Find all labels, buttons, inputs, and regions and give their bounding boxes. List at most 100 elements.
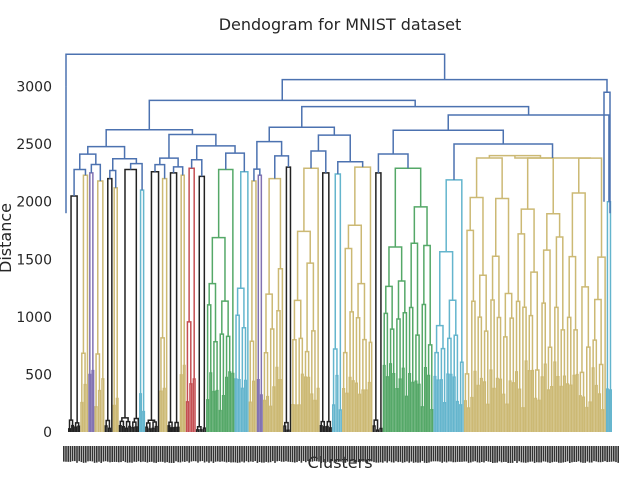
leaf-label bbox=[316, 446, 318, 462]
cluster-link bbox=[293, 299, 302, 340]
cluster-link bbox=[148, 428, 152, 432]
leaf-label bbox=[368, 446, 371, 462]
leaf-label bbox=[505, 446, 507, 462]
leaf-label bbox=[569, 446, 571, 463]
cluster-link bbox=[128, 425, 132, 432]
cluster-link bbox=[355, 316, 361, 395]
cluster-link bbox=[331, 404, 336, 432]
cluster-link bbox=[578, 395, 582, 432]
leaf-label bbox=[113, 446, 116, 462]
leaf-label bbox=[170, 446, 173, 463]
leaf-label bbox=[584, 446, 586, 463]
cluster-link bbox=[466, 229, 475, 374]
leaf-label bbox=[63, 446, 65, 462]
cluster-link bbox=[397, 280, 406, 320]
cluster-link bbox=[192, 378, 196, 432]
leaf-label bbox=[142, 446, 144, 462]
cluster-link bbox=[476, 384, 480, 432]
leaf-label bbox=[474, 446, 476, 462]
cluster-link bbox=[335, 374, 339, 432]
cluster-link bbox=[263, 351, 269, 401]
cluster-link bbox=[173, 426, 177, 432]
cluster-link bbox=[198, 175, 206, 429]
cluster-link bbox=[150, 171, 160, 432]
cluster-link bbox=[174, 421, 179, 428]
cluster-link bbox=[571, 192, 586, 287]
leaf-label bbox=[118, 446, 120, 463]
leaf-label bbox=[428, 446, 430, 463]
leaf-label bbox=[197, 446, 199, 463]
upper-link bbox=[112, 158, 138, 171]
leaf-label bbox=[520, 446, 523, 463]
cluster-link bbox=[228, 371, 232, 432]
cluster-link bbox=[398, 378, 402, 432]
cluster-link bbox=[132, 421, 137, 428]
cluster-link bbox=[417, 383, 421, 432]
leaf-label bbox=[155, 446, 157, 463]
leaf-label bbox=[525, 446, 527, 463]
upper-link bbox=[453, 143, 554, 180]
cluster-link bbox=[322, 426, 326, 432]
upper-link bbox=[392, 129, 505, 154]
leaf-label bbox=[399, 446, 402, 462]
cluster-link bbox=[492, 387, 496, 432]
cluster-link bbox=[395, 387, 399, 432]
cluster-link bbox=[259, 394, 263, 432]
cluster-link bbox=[316, 387, 320, 432]
cluster-link bbox=[528, 314, 534, 371]
leaf-label bbox=[597, 446, 600, 463]
cluster-link bbox=[588, 401, 592, 432]
cluster-link bbox=[447, 337, 452, 375]
leaf-label bbox=[338, 446, 340, 462]
leaf-label bbox=[228, 446, 230, 462]
cluster-link bbox=[188, 167, 195, 379]
leaf-label bbox=[82, 446, 85, 463]
leaf-label bbox=[617, 446, 619, 463]
leaf-label bbox=[527, 446, 529, 463]
leaf-label bbox=[151, 446, 153, 462]
cluster-link bbox=[160, 337, 165, 392]
cluster-link bbox=[601, 409, 605, 432]
cluster-link bbox=[209, 372, 213, 432]
cluster-link bbox=[434, 351, 439, 381]
cluster-link bbox=[518, 388, 522, 432]
cluster-link bbox=[80, 401, 84, 432]
leaf-label bbox=[212, 446, 215, 463]
leaf-label bbox=[245, 446, 248, 462]
leaf-label bbox=[410, 446, 413, 462]
leaf-label bbox=[137, 446, 140, 462]
leaf-label bbox=[307, 446, 309, 462]
leaf-label bbox=[467, 446, 470, 463]
cluster-link bbox=[433, 375, 437, 432]
leaf-label bbox=[131, 446, 133, 463]
dendrogram-links bbox=[65, 53, 612, 432]
leaf-label bbox=[562, 446, 564, 463]
leaf-label bbox=[298, 446, 300, 462]
leaf-label bbox=[331, 446, 333, 462]
leaf-label bbox=[401, 446, 404, 463]
leaf-label bbox=[219, 446, 221, 462]
cluster-link bbox=[566, 316, 572, 386]
leaf-label bbox=[232, 446, 234, 463]
cluster-link bbox=[121, 426, 125, 432]
cluster-link bbox=[605, 388, 609, 432]
cluster-link bbox=[257, 174, 263, 396]
leaf-label bbox=[456, 446, 459, 462]
y-tick-label: 3000 bbox=[16, 80, 52, 96]
cluster-link bbox=[547, 346, 553, 391]
cluster-link bbox=[477, 316, 483, 386]
leaf-label bbox=[162, 446, 164, 462]
cluster-link bbox=[283, 425, 287, 432]
leaf-label bbox=[285, 446, 287, 462]
leaf-label bbox=[65, 446, 67, 462]
cluster-link bbox=[310, 393, 314, 432]
cluster-link bbox=[101, 378, 105, 432]
leaf-label bbox=[346, 446, 349, 462]
cluster-link bbox=[452, 376, 456, 432]
leaf-label bbox=[485, 446, 487, 462]
leaf-label bbox=[287, 446, 289, 462]
leaf-label bbox=[87, 446, 89, 462]
cluster-link bbox=[89, 172, 94, 375]
cluster-link bbox=[423, 366, 427, 432]
cluster-link bbox=[517, 233, 526, 308]
